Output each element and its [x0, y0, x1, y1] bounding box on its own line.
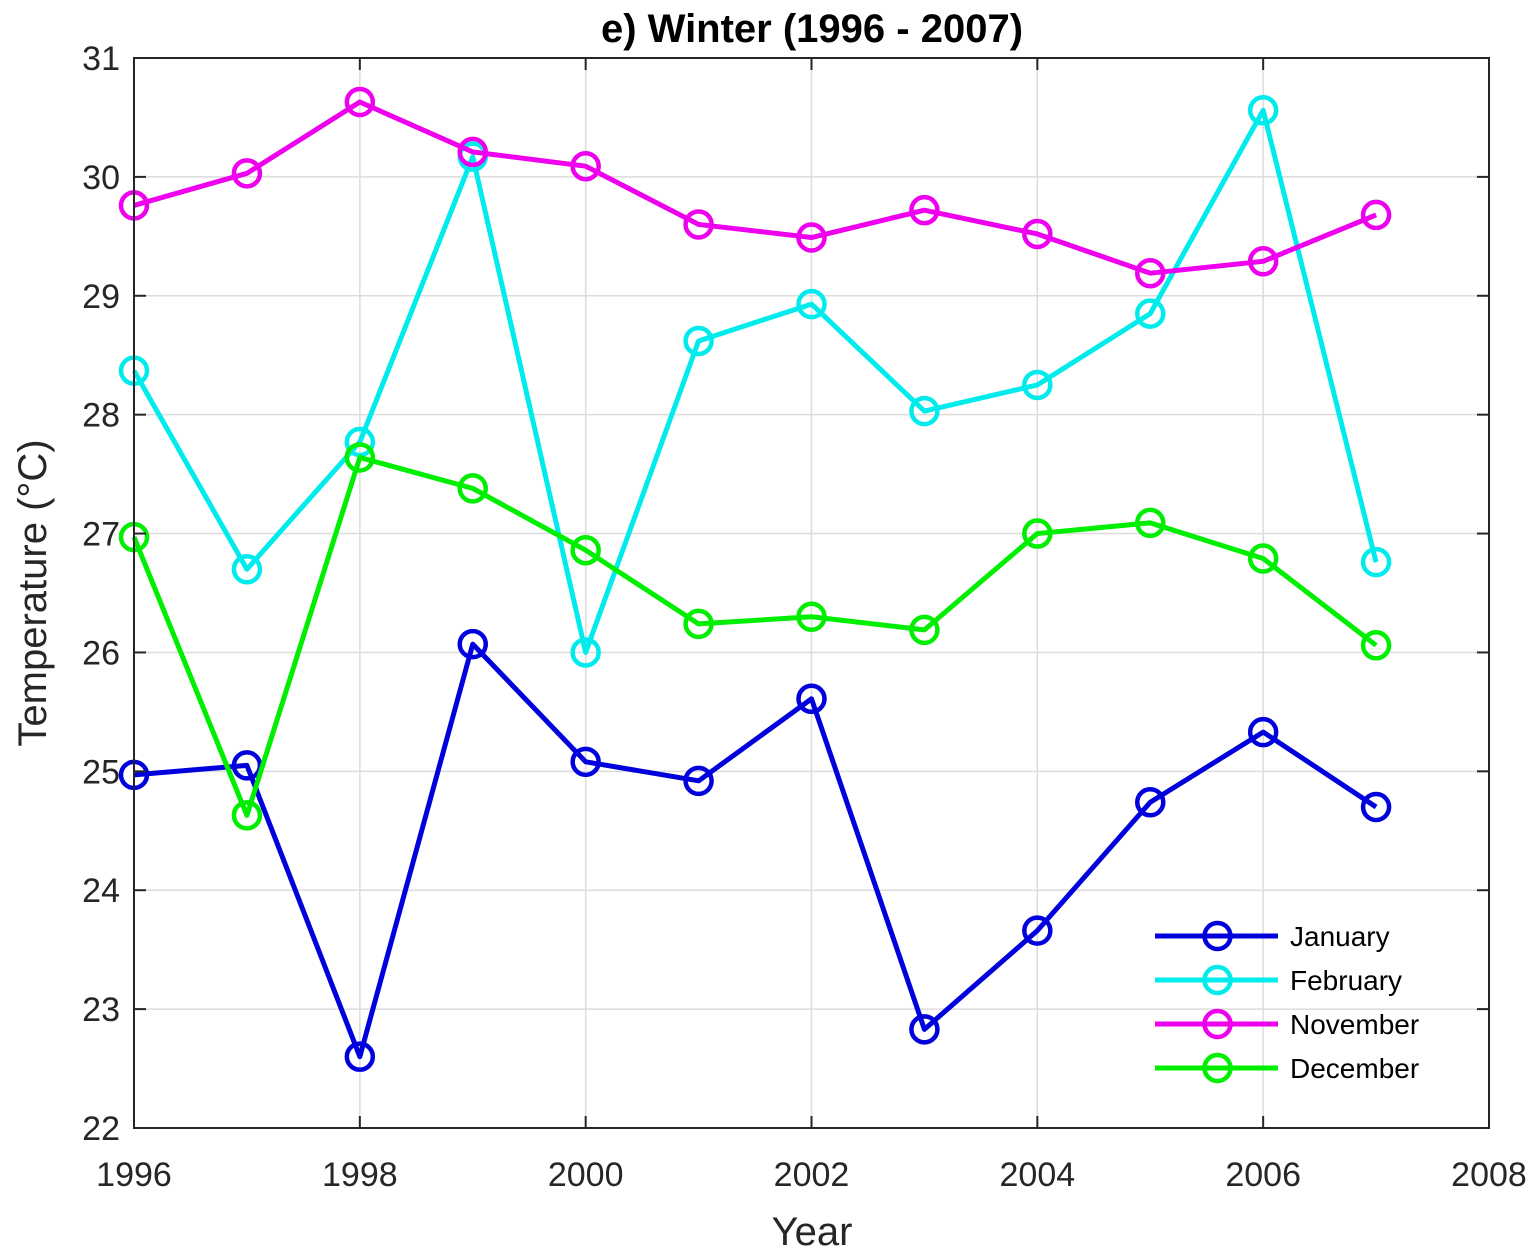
series-february [118, 95, 1392, 668]
data-point [570, 637, 601, 668]
x-axis-label: Year [772, 1210, 853, 1254]
x-tick-label: 2004 [1000, 1156, 1076, 1194]
data-point [457, 136, 488, 168]
data-point [1135, 257, 1166, 289]
data-point [909, 614, 940, 646]
x-tick-label: 1996 [96, 1156, 172, 1194]
legend-label: January [1290, 921, 1390, 952]
legend-marker [1202, 920, 1233, 952]
data-point [683, 608, 714, 640]
x-tick-label: 2006 [1225, 1156, 1301, 1194]
data-point [1247, 543, 1279, 574]
data-point [231, 553, 263, 585]
data-point [683, 209, 714, 240]
data-point [1135, 786, 1166, 818]
legend-entry: January [1155, 920, 1390, 952]
legend-label: November [1290, 1009, 1419, 1040]
data-point [344, 442, 376, 473]
y-tick-label: 22 [82, 1110, 120, 1148]
y-tick-label: 24 [82, 872, 120, 910]
chart-title: e) Winter (1996 - 2007) [601, 7, 1023, 51]
legend-entry: December [1155, 1052, 1419, 1084]
data-point [909, 1014, 940, 1045]
x-tick-label: 1998 [322, 1156, 398, 1194]
axis-ticks: 1996 1998 2000 2002 2004 2006 2008 22 23 24 25 26 27… [82, 40, 1527, 1194]
data-point [457, 473, 488, 504]
y-tick-label: 29 [82, 278, 120, 316]
data-point [570, 534, 601, 566]
legend-entry: February [1155, 964, 1402, 996]
data-point [1247, 246, 1279, 277]
data-point [1360, 546, 1392, 578]
data-point [231, 158, 263, 189]
series-layer [118, 86, 1392, 1072]
series-january [118, 628, 1392, 1072]
x-tick-label: 2008 [1451, 1156, 1527, 1194]
data-point [683, 765, 714, 797]
series-line [131, 107, 1379, 655]
data-point [683, 325, 714, 357]
data-point [457, 628, 488, 660]
data-point [231, 800, 263, 831]
data-point [796, 222, 827, 253]
legend-marker [1202, 1052, 1233, 1084]
x-tick-label: 2002 [774, 1156, 850, 1194]
y-tick-label: 28 [82, 397, 120, 435]
data-point [796, 601, 827, 633]
legend-entry: November [1155, 1008, 1419, 1040]
data-point [1135, 507, 1166, 539]
series-line [133, 641, 1378, 1060]
data-point [344, 86, 376, 118]
x-tick-label: 2000 [548, 1156, 624, 1194]
data-point [1022, 518, 1053, 549]
legend-marker [1202, 1008, 1233, 1040]
data-point [1022, 915, 1053, 946]
legend: January February November December [1155, 920, 1419, 1084]
series-line [131, 454, 1378, 818]
data-point [1247, 716, 1279, 748]
data-point [796, 683, 827, 715]
y-tick-label: 31 [82, 40, 120, 78]
legend-label: December [1290, 1053, 1419, 1084]
legend-marker [1202, 964, 1233, 996]
grid [133, 57, 1490, 1129]
y-tick-label: 30 [82, 159, 120, 197]
data-point [909, 194, 940, 226]
series-line [133, 99, 1378, 276]
y-axis-label: Temperature (°C) [11, 439, 55, 746]
data-point [1360, 791, 1392, 823]
data-point [570, 150, 601, 182]
y-tick-label: 25 [82, 753, 120, 791]
data-point [1360, 199, 1392, 231]
data-point [1022, 369, 1053, 401]
data-point [1360, 630, 1392, 661]
y-tick-label: 27 [82, 516, 120, 554]
y-tick-label: 26 [82, 634, 120, 672]
legend-label: February [1290, 965, 1402, 996]
data-point [1022, 218, 1053, 250]
data-point [570, 746, 601, 778]
y-tick-label: 23 [82, 991, 120, 1029]
data-point [796, 288, 827, 320]
series-november [118, 86, 1392, 289]
data-point [1135, 298, 1166, 329]
data-point [344, 1041, 376, 1072]
data-point [231, 750, 263, 781]
data-point [1247, 95, 1279, 126]
data-point [909, 395, 940, 427]
